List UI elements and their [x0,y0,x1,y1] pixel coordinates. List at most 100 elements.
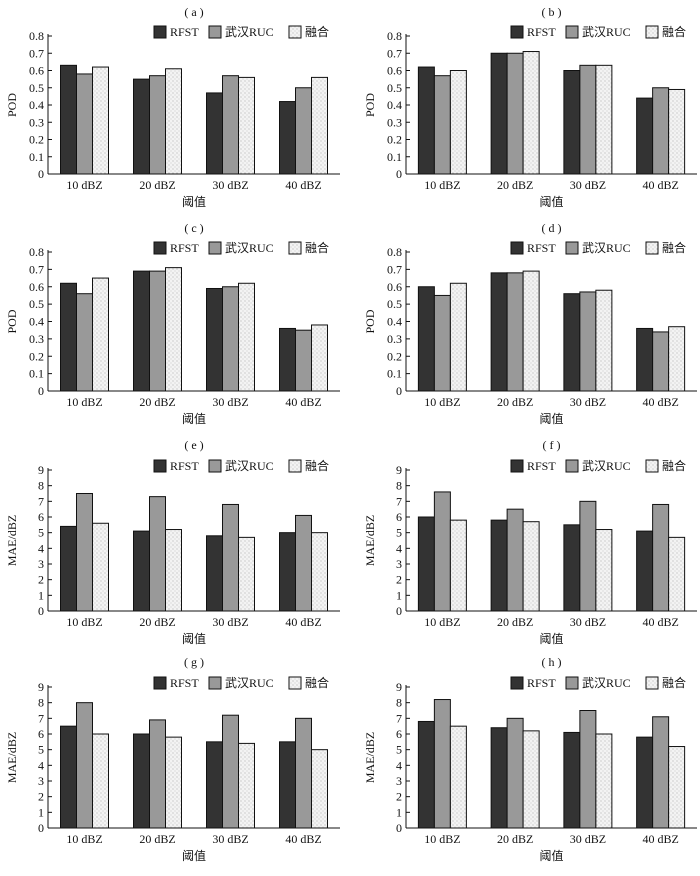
y-tick-label: 4 [38,541,44,555]
bar [579,291,597,392]
legend: RFST 武汉RUC 融合 [153,240,329,255]
bar [449,70,467,175]
y-tick-label: 0.8 [29,29,44,43]
bar [636,97,654,175]
x-tick-label: 40 dBZ [642,832,678,846]
y-tick-label: 0 [38,604,44,618]
y-tick-label: 0 [396,604,402,618]
legend-swatch [288,25,302,39]
y-tick-label: 5 [396,526,402,540]
bar [433,294,451,392]
bar [579,500,597,612]
bar [60,525,77,612]
bar [636,736,654,829]
x-tick-label: 30 dBZ [570,615,606,629]
y-tick-label: 0.1 [387,367,402,381]
legend-swatch [510,676,524,690]
bar [206,92,223,175]
legend-swatch [645,676,659,690]
bar [506,508,524,612]
bar [636,327,654,392]
bar [206,741,223,829]
bar [449,725,467,829]
x-tick-label: 20 dBZ [497,395,533,409]
legend-swatch [288,241,302,255]
y-tick-label: 6 [396,727,402,741]
chart-panel: ( d ) 0 0.1 0.2 0.3 0.4 0.5 0.6 0.7 0.8 POD 10 dBZ 2… [363,221,697,426]
bar [222,714,239,829]
panel-label: ( b ) [542,5,562,19]
x-tick-label: 20 dBZ [497,178,533,192]
bar [165,736,182,829]
x-tick-label: 10 dBZ [424,395,460,409]
y-tick-label: 0.7 [29,46,44,60]
bar [206,287,223,392]
x-axis-title: 阈值 [182,194,206,209]
bar [133,733,150,829]
legend-swatch [153,25,167,39]
bar [506,717,524,829]
legend-swatch [288,459,302,473]
y-tick-label: 2 [396,790,402,804]
y-tick-label: 0 [38,167,44,181]
bar [133,270,150,392]
y-tick-label: 0 [396,821,402,835]
y-tick-label: 0.4 [387,315,402,329]
bar [652,331,670,392]
legend-swatch [565,241,579,255]
legend-swatch [208,25,222,39]
x-tick-label: 40 dBZ [285,832,321,846]
bar [522,270,540,392]
bar [522,521,540,612]
x-tick-label: 10 dBZ [66,832,102,846]
legend-swatch [153,459,167,473]
y-axis-title: MAE/dBZ [5,732,19,783]
y-tick-label: 0 [38,821,44,835]
bar [222,75,239,175]
y-tick-label: 0.6 [387,64,402,78]
bar [222,286,239,392]
legend-swatch [288,676,302,690]
bar [311,76,328,175]
legend-label: 融合 [662,240,686,255]
y-axis-title: POD [363,93,377,117]
x-tick-label: 20 dBZ [497,615,533,629]
bar [238,76,255,175]
bar [295,717,312,829]
y-tick-label: 1 [396,588,402,602]
panel-label: ( a ) [184,5,203,19]
x-tick-label: 40 dBZ [285,178,321,192]
legend: RFST 武汉RUC 融合 [510,675,686,690]
legend-label: 武汉RUC [582,459,631,473]
x-axis-title: 阈值 [182,631,206,646]
bar [595,733,613,829]
x-tick-label: 10 dBZ [66,615,102,629]
legend-swatch [208,459,222,473]
x-tick-label: 10 dBZ [66,178,102,192]
bar [279,101,296,175]
bar [449,519,467,612]
panel-label: ( d ) [542,221,562,235]
y-tick-label: 0.3 [387,332,402,346]
bar [295,329,312,392]
bar [417,516,435,612]
y-axis-title: MAE/dBZ [5,515,19,566]
legend-label: 融合 [305,675,329,690]
legend-swatch [565,676,579,690]
y-tick-label: 0.2 [29,133,44,147]
bar [652,87,670,175]
legend-swatch [565,25,579,39]
legend-label: 武汉RUC [582,25,631,39]
y-tick-label: 6 [38,727,44,741]
panel-label: ( g ) [184,655,204,669]
legend-label: RFST [170,676,199,690]
bar [60,725,77,829]
legend-swatch [510,459,524,473]
bar [579,710,597,829]
x-tick-label: 40 dBZ [642,395,678,409]
bar [506,52,524,175]
panel-label: ( e ) [184,438,203,452]
y-tick-label: 0.4 [29,98,44,112]
x-tick-label: 10 dBZ [424,178,460,192]
